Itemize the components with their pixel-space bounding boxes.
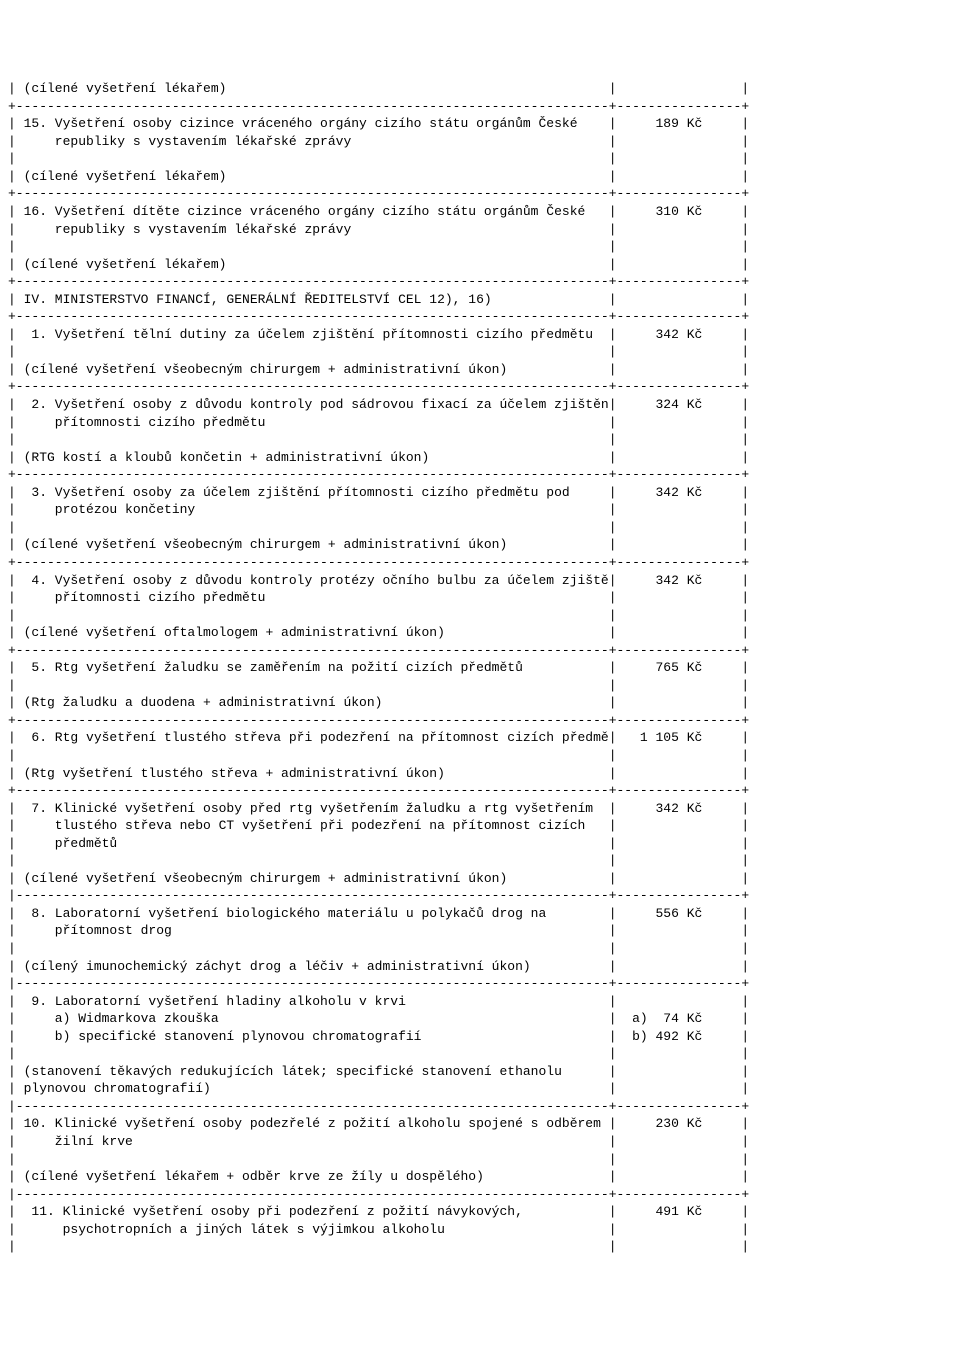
ascii-table-document: | (cílené vyšetření lékařem) | | +------… (8, 80, 952, 1256)
